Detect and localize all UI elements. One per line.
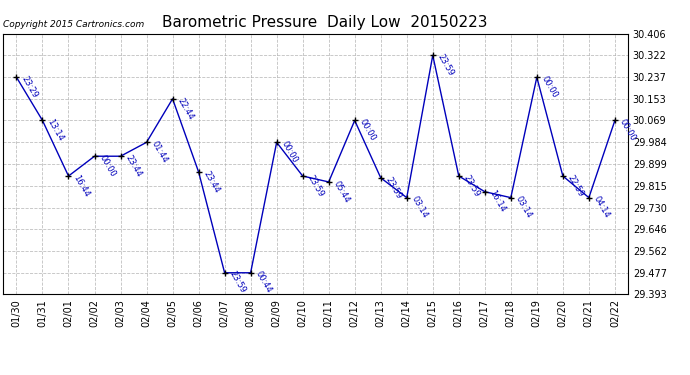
Text: 23:44: 23:44	[201, 169, 221, 194]
Text: 23:44: 23:44	[124, 153, 143, 178]
Text: 23:59: 23:59	[228, 270, 247, 295]
Text: 23:59: 23:59	[306, 173, 325, 198]
Text: 00:00: 00:00	[618, 118, 638, 143]
Text: 00:00: 00:00	[97, 153, 117, 178]
Text: 23:59: 23:59	[384, 175, 403, 200]
Text: 23:59: 23:59	[462, 173, 482, 198]
Text: 23:29: 23:29	[19, 75, 39, 100]
Text: 16:44: 16:44	[71, 173, 91, 198]
Text: 22:59: 22:59	[566, 173, 585, 198]
Text: 13:14: 13:14	[46, 118, 65, 143]
Text: 05:44: 05:44	[331, 179, 351, 204]
Text: 00:44: 00:44	[253, 270, 273, 295]
Text: 03:14: 03:14	[513, 195, 533, 220]
Text: 00:00: 00:00	[357, 118, 377, 143]
Text: 01:44: 01:44	[149, 140, 169, 165]
Text: 00:00: 00:00	[279, 140, 299, 165]
Text: 00:00: 00:00	[540, 75, 560, 99]
Text: Copyright 2015 Cartronics.com: Copyright 2015 Cartronics.com	[3, 20, 145, 28]
Text: 16:14: 16:14	[488, 189, 507, 214]
Text: 23:59: 23:59	[435, 53, 455, 78]
Text: 04:14: 04:14	[591, 195, 611, 220]
Text: 03:14: 03:14	[410, 195, 429, 220]
Text: 22:44: 22:44	[175, 96, 195, 121]
Text: Barometric Pressure  Daily Low  20150223: Barometric Pressure Daily Low 20150223	[161, 15, 487, 30]
